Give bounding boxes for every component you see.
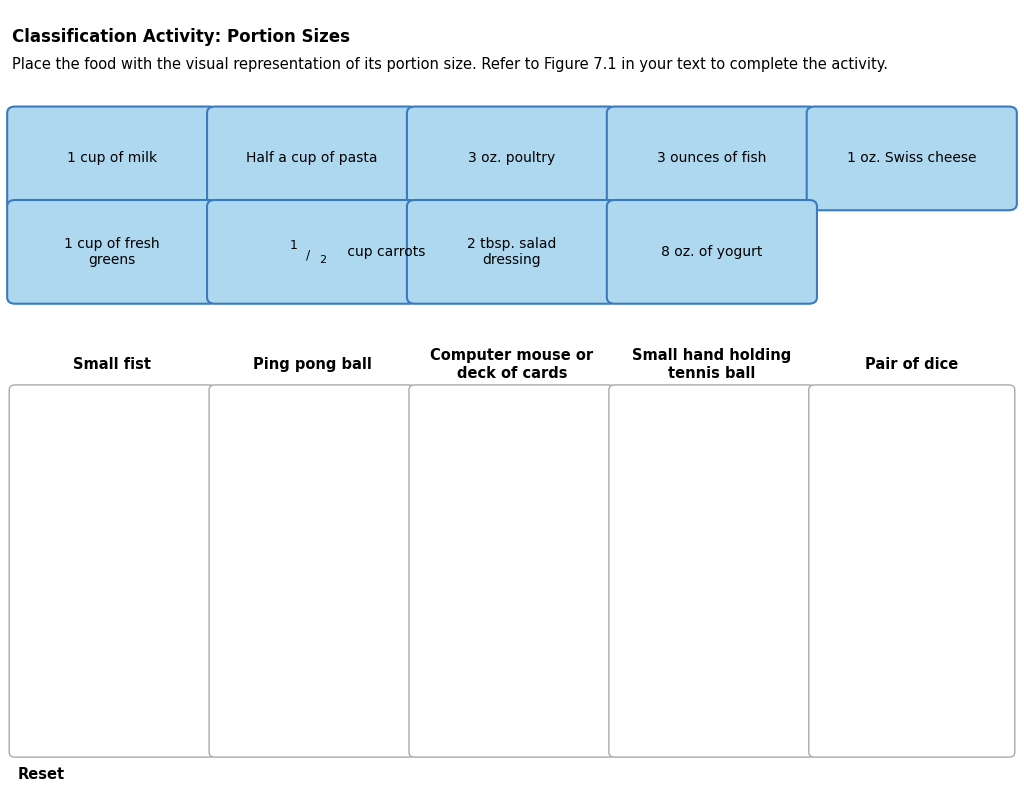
Text: 3 oz. poultry: 3 oz. poultry — [468, 151, 556, 166]
Text: Place the food with the visual representation of its portion size. Refer to Figu: Place the food with the visual represent… — [12, 57, 888, 72]
FancyBboxPatch shape — [7, 200, 217, 303]
FancyBboxPatch shape — [607, 200, 817, 303]
FancyBboxPatch shape — [407, 200, 617, 303]
FancyBboxPatch shape — [209, 385, 415, 757]
FancyBboxPatch shape — [809, 385, 1015, 757]
FancyBboxPatch shape — [7, 106, 217, 210]
Text: Pair of dice: Pair of dice — [865, 357, 958, 371]
FancyBboxPatch shape — [607, 106, 817, 210]
FancyBboxPatch shape — [409, 385, 615, 757]
Text: 8 oz. of yogurt: 8 oz. of yogurt — [662, 245, 763, 259]
FancyBboxPatch shape — [207, 200, 417, 303]
FancyBboxPatch shape — [407, 106, 617, 210]
Text: 1 cup of fresh
greens: 1 cup of fresh greens — [65, 237, 160, 267]
Text: Reset: Reset — [17, 767, 65, 782]
Text: /: / — [306, 249, 310, 261]
Text: 2: 2 — [318, 255, 326, 265]
Text: Computer mouse or
deck of cards: Computer mouse or deck of cards — [430, 348, 594, 381]
FancyBboxPatch shape — [609, 385, 815, 757]
Text: cup carrots: cup carrots — [343, 245, 425, 259]
FancyBboxPatch shape — [207, 106, 417, 210]
Text: 1 cup of milk: 1 cup of milk — [68, 151, 158, 166]
Text: 2 tbsp. salad
dressing: 2 tbsp. salad dressing — [467, 237, 557, 267]
Text: Ping pong ball: Ping pong ball — [253, 357, 372, 371]
Text: Half a cup of pasta: Half a cup of pasta — [247, 151, 378, 166]
FancyBboxPatch shape — [807, 106, 1017, 210]
Text: Small hand holding
tennis ball: Small hand holding tennis ball — [632, 348, 792, 381]
Text: Small fist: Small fist — [74, 357, 152, 371]
Text: 1: 1 — [290, 239, 298, 252]
FancyBboxPatch shape — [9, 385, 215, 757]
Text: 3 ounces of fish: 3 ounces of fish — [657, 151, 767, 166]
Text: Classification Activity: Portion Sizes: Classification Activity: Portion Sizes — [12, 28, 350, 46]
Text: 1 oz. Swiss cheese: 1 oz. Swiss cheese — [847, 151, 977, 166]
